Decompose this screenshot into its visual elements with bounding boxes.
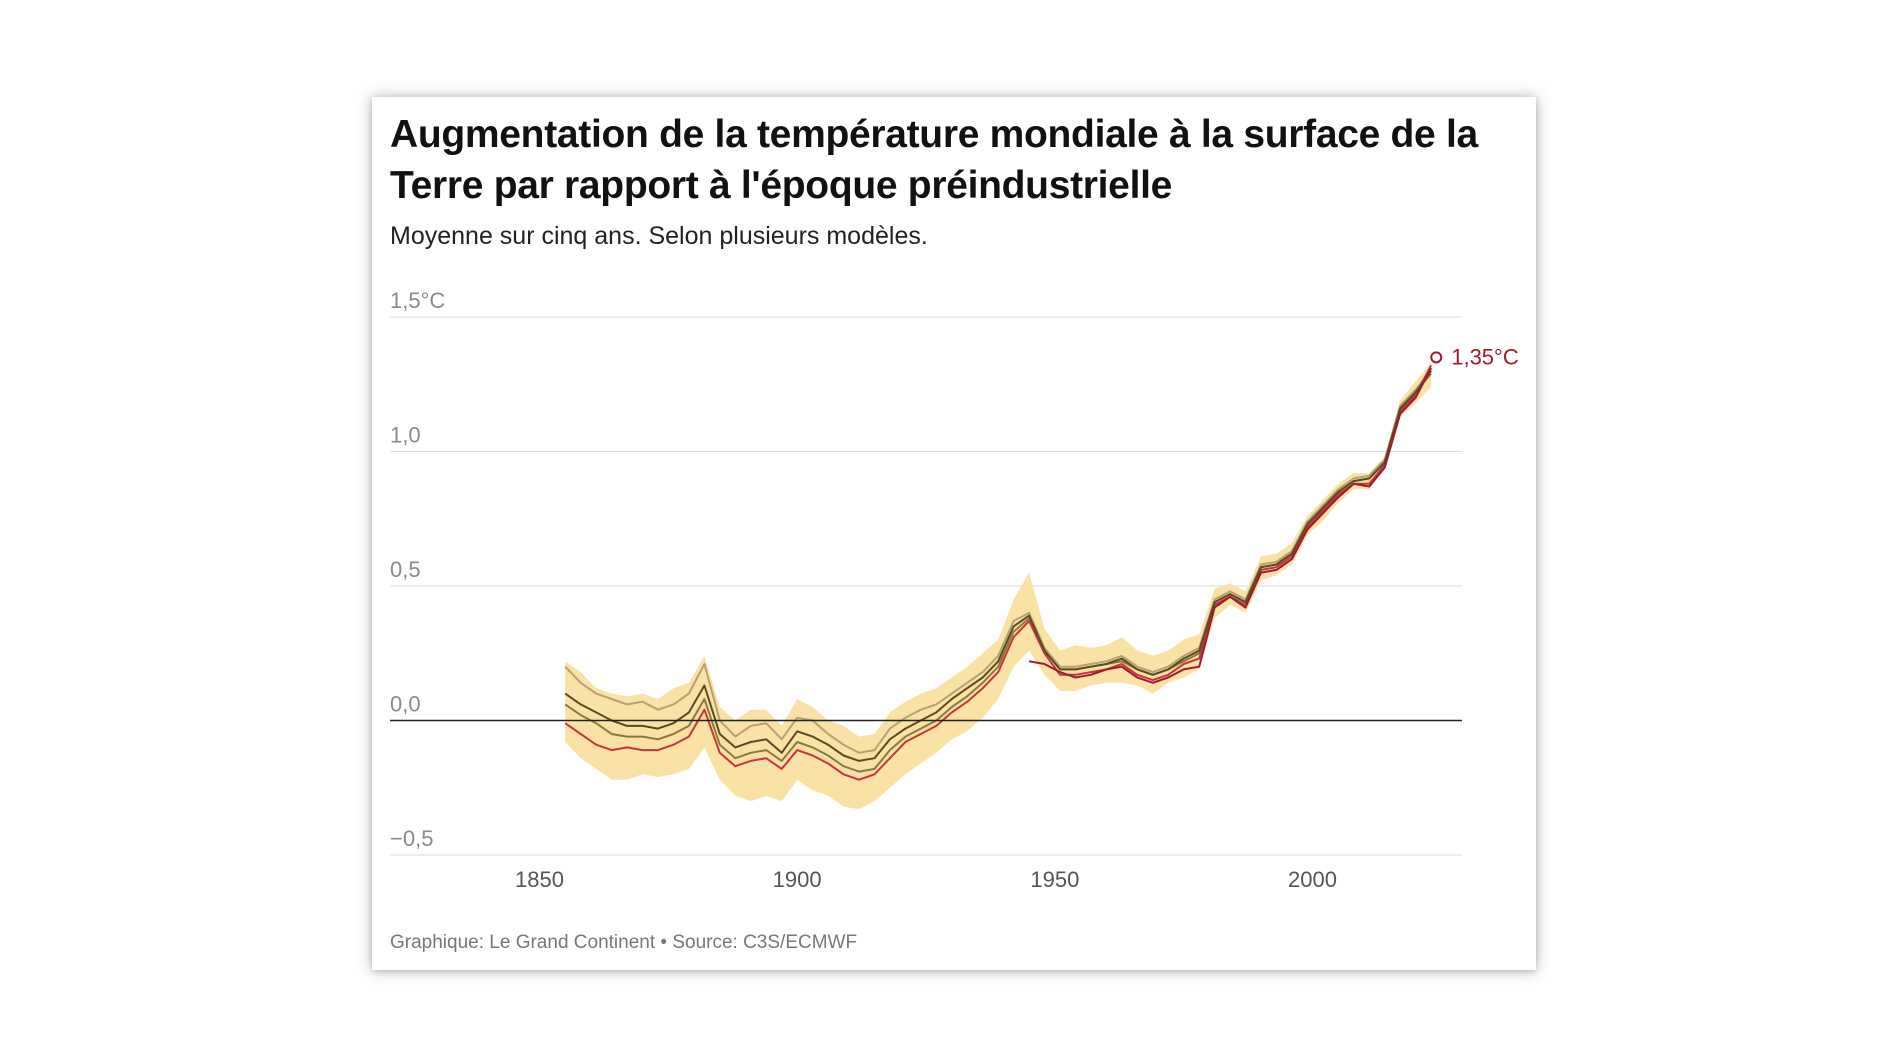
y-tick-label: 1,0 (390, 423, 421, 448)
axes: −0,5 0,0 0,5 1,0 1,5°C 1850 1900 1950 2000 (390, 288, 1462, 892)
chart-card: Augmentation de la température mondiale … (372, 97, 1536, 970)
grid-lines (390, 316, 1462, 856)
series-line-late (1028, 367, 1432, 684)
x-tick-label: 1900 (773, 867, 822, 892)
y-tick-label: −0,5 (390, 826, 433, 851)
annotation-label: 1,35°C (1451, 344, 1519, 369)
series-line (564, 364, 1432, 781)
x-tick-label: 1850 (515, 867, 564, 892)
line-chart: −0,5 0,0 0,5 1,0 1,5°C 1850 1900 1950 2000 1,35°… (390, 288, 1519, 892)
uncertainty-band-area (565, 362, 1432, 810)
series-line (564, 370, 1432, 754)
chart-title: Augmentation de la température mondiale … (390, 113, 1478, 207)
y-tick-label: 0,5 (390, 557, 421, 582)
series-lines (564, 364, 1432, 781)
uncertainty-band (565, 362, 1432, 810)
y-tick-label: 1,5°C (390, 288, 445, 313)
y-tick-label: 0,0 (390, 692, 421, 717)
series-line (564, 370, 1432, 762)
x-tick-label: 1950 (1030, 867, 1079, 892)
chart-footer: Graphique: Le Grand Continent • Source: … (390, 932, 858, 953)
annotations: 1,35°C (1430, 344, 1519, 369)
x-tick-label: 2000 (1288, 867, 1337, 892)
annotation-marker (1430, 351, 1443, 364)
chart-subtitle: Moyenne sur cinq ans. Selon plusieurs mo… (390, 222, 928, 250)
